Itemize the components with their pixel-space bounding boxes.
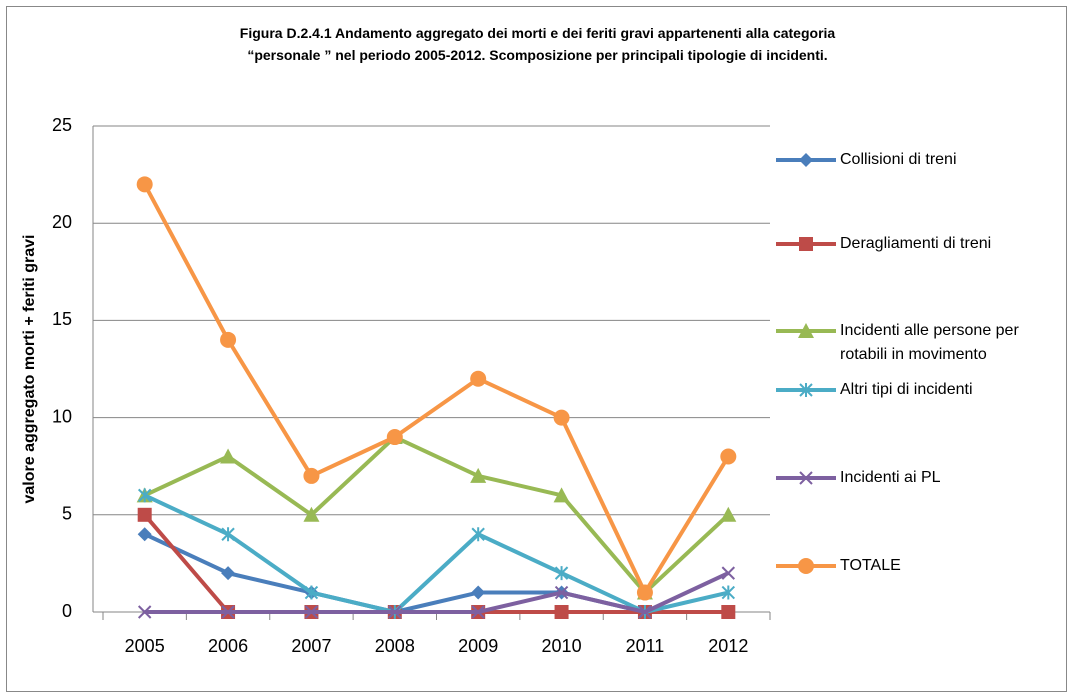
marker [137, 488, 152, 503]
y-tick-label: 5 [62, 504, 72, 524]
marker [220, 448, 237, 464]
legend-label: Incidenti alle persone per rotabili in m… [840, 322, 1019, 363]
marker [221, 605, 235, 619]
marker [388, 605, 402, 619]
marker [221, 566, 236, 581]
y-axis-label: valore aggregato morti + feriti gravi [21, 235, 38, 504]
marker [721, 605, 736, 619]
chart-title: Figura D.2.4.1 Andamento aggregato dei m… [0, 22, 1075, 66]
marker [471, 605, 485, 619]
marker [470, 467, 487, 483]
y-tick-label: 25 [52, 115, 72, 135]
y-tick-label: 10 [52, 406, 72, 426]
series-line [143, 493, 729, 614]
marker [720, 448, 737, 465]
series-line [143, 435, 730, 595]
marker [553, 409, 570, 426]
marker [799, 237, 813, 251]
series-line [144, 571, 730, 614]
x-tick-label: 2011 [626, 636, 665, 656]
marker [554, 566, 569, 581]
marker [720, 506, 737, 522]
x-tick-label: 2007 [291, 636, 331, 656]
y-tick-label: 0 [62, 601, 72, 621]
marker [799, 383, 813, 397]
chart-frame [6, 6, 1067, 692]
marker [721, 566, 736, 580]
marker [386, 429, 403, 446]
marker [799, 153, 813, 167]
marker [638, 605, 652, 619]
marker [137, 605, 152, 619]
marker [137, 507, 152, 522]
marker [304, 605, 319, 619]
marker [721, 585, 736, 600]
x-tick-label: 2008 [375, 636, 415, 656]
marker [799, 471, 813, 485]
marker [470, 370, 487, 387]
legend-label: Collisioni di treni [840, 151, 957, 168]
legend-label: Deragliamenti di treni [840, 235, 992, 252]
x-tick-label: 2012 [708, 636, 748, 656]
legend-label: Incidenti ai PL [840, 469, 941, 486]
marker [636, 584, 653, 601]
marker [137, 527, 152, 542]
legend-label: TOTALE [840, 557, 901, 574]
y-tick-label: 20 [52, 212, 72, 232]
marker [303, 506, 320, 522]
x-tick-label: 2010 [542, 636, 582, 656]
marker [221, 527, 235, 542]
marker [798, 558, 814, 574]
marker [136, 176, 153, 193]
title-line: “personale ” nel periodo 2005-2012. Scom… [247, 47, 828, 63]
x-tick-label: 2005 [125, 636, 165, 656]
legend-label: Altri tipi di incidenti [840, 381, 973, 398]
marker [553, 487, 570, 503]
title-line: Figura D.2.4.1 Andamento aggregato dei m… [239, 25, 836, 41]
x-tick-label: 2006 [208, 636, 248, 656]
marker [554, 585, 569, 600]
y-tick-label: 15 [52, 309, 72, 329]
series-line [142, 183, 731, 595]
marker [471, 585, 486, 600]
marker [471, 527, 485, 542]
marker [798, 323, 814, 338]
marker [220, 331, 237, 348]
x-tick-label: 2009 [458, 636, 498, 656]
marker [304, 585, 319, 600]
marker [303, 467, 320, 484]
marker [554, 605, 569, 619]
